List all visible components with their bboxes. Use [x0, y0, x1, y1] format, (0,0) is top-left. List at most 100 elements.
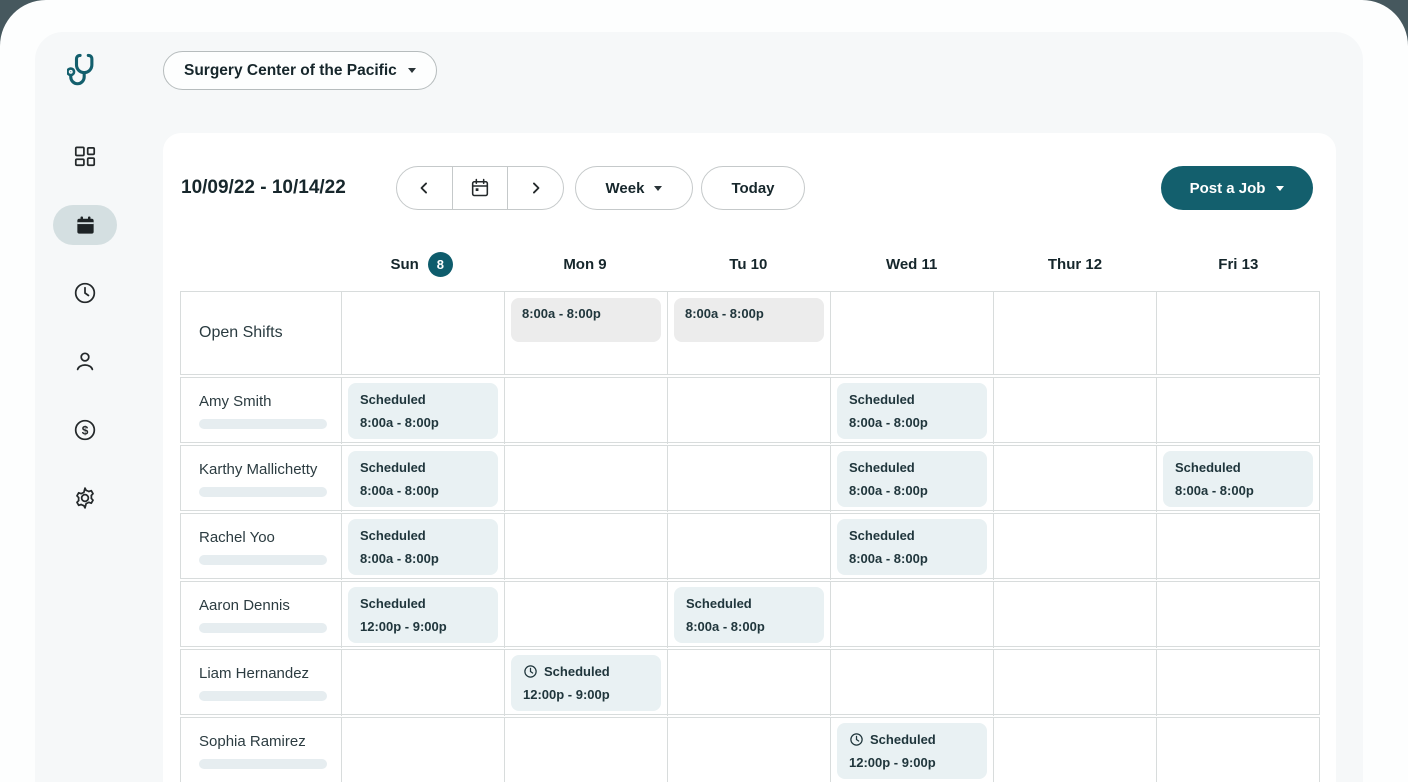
day-cell[interactable] — [341, 650, 504, 716]
day-cell[interactable]: Scheduled 8:00a - 8:00p — [341, 378, 504, 444]
day-cell[interactable] — [993, 446, 1156, 512]
sidebar-item-settings[interactable] — [72, 485, 98, 511]
scheduled-shift-chip[interactable]: Scheduled 12:00p - 9:00p — [348, 587, 498, 643]
name-placeholder-bar — [199, 487, 327, 497]
day-header: Mon 9 — [503, 256, 666, 273]
scheduled-shift-chip[interactable]: Scheduled 12:00p - 9:00p — [511, 655, 661, 711]
day-cell[interactable]: Scheduled 8:00a - 8:00p — [830, 446, 993, 512]
day-cell[interactable]: Scheduled 8:00a - 8:00p — [830, 514, 993, 580]
day-cell[interactable]: Scheduled 8:00a - 8:00p — [341, 514, 504, 580]
org-selector[interactable]: Surgery Center of the Pacific — [163, 51, 437, 90]
day-cell[interactable]: Scheduled 12:00p - 9:00p — [830, 718, 993, 782]
calendar-picker-icon — [469, 177, 491, 199]
day-cell[interactable] — [830, 582, 993, 648]
shift-status-label: Scheduled — [544, 664, 610, 679]
scheduled-shift-chip[interactable]: Scheduled 8:00a - 8:00p — [348, 451, 498, 507]
day-cell[interactable] — [1156, 378, 1319, 444]
open-shift-chip[interactable]: 8:00a - 8:00p — [511, 298, 661, 342]
day-header-label: Tu 10 — [729, 255, 768, 273]
day-cell[interactable] — [667, 650, 830, 716]
day-cell[interactable] — [504, 378, 667, 444]
scheduled-shift-chip[interactable]: Scheduled 8:00a - 8:00p — [837, 451, 987, 507]
staff-name-cell: Sophia Ramirez — [181, 718, 341, 782]
day-header-label: Sun — [390, 255, 419, 273]
day-cell[interactable]: Scheduled 12:00p - 9:00p — [341, 582, 504, 648]
shift-time: 8:00a - 8:00p — [685, 306, 764, 321]
staff-name-cell: Karthy Mallichetty — [181, 446, 341, 512]
day-cell[interactable] — [667, 446, 830, 512]
day-header-row: Sun 8 Mon 9 Tu 10 Wed 11 Thur 12 Fri 13 — [180, 249, 1320, 279]
sidebar-item-time[interactable] — [72, 280, 98, 306]
scheduled-shift-chip[interactable]: Scheduled 8:00a - 8:00p — [837, 383, 987, 439]
chevron-down-icon — [1276, 185, 1285, 191]
day-cell[interactable] — [830, 650, 993, 716]
day-cell[interactable] — [993, 718, 1156, 782]
sidebar-item-schedule[interactable] — [53, 205, 117, 245]
day-cell[interactable] — [504, 446, 667, 512]
staff-name-cell: Liam Hernandez — [181, 650, 341, 716]
calendar-icon — [74, 214, 97, 237]
day-cell[interactable] — [667, 378, 830, 444]
shift-chip-header: Scheduled — [849, 528, 975, 543]
day-cell[interactable] — [1156, 292, 1319, 374]
day-cell[interactable] — [341, 292, 504, 374]
day-cell[interactable] — [993, 514, 1156, 580]
day-cell[interactable] — [993, 292, 1156, 374]
day-cell[interactable] — [993, 378, 1156, 444]
day-cell[interactable] — [993, 650, 1156, 716]
sidebar-item-people[interactable] — [72, 348, 98, 374]
clock-icon — [72, 280, 98, 306]
day-header: Thur 12 — [993, 256, 1156, 273]
staff-name: Aaron Dennis — [199, 597, 290, 614]
shift-time: 12:00p - 9:00p — [360, 619, 447, 634]
open-shift-chip[interactable]: 8:00a - 8:00p — [674, 298, 824, 342]
scheduled-shift-chip[interactable]: Scheduled 12:00p - 9:00p — [837, 723, 987, 779]
shift-status-label: Scheduled — [360, 460, 426, 475]
shift-chip-header: Scheduled — [1175, 460, 1301, 475]
scheduled-shift-chip[interactable]: Scheduled 8:00a - 8:00p — [1163, 451, 1313, 507]
day-header-label: Wed 11 — [885, 255, 938, 273]
post-a-job-button[interactable]: Post a Job — [1161, 166, 1313, 210]
staff-name-cell: Aaron Dennis — [181, 582, 341, 648]
next-week-button[interactable] — [508, 167, 563, 209]
day-cell[interactable]: Scheduled 8:00a - 8:00p — [341, 446, 504, 512]
shift-chip-header: Scheduled — [360, 596, 486, 611]
day-cell[interactable] — [504, 514, 667, 580]
day-cell[interactable]: 8:00a - 8:00p — [504, 292, 667, 374]
scheduled-shift-chip[interactable]: Scheduled 8:00a - 8:00p — [837, 519, 987, 575]
day-cell[interactable]: Scheduled 12:00p - 9:00p — [504, 650, 667, 716]
day-cell[interactable] — [1156, 718, 1319, 782]
scheduled-shift-chip[interactable]: Scheduled 8:00a - 8:00p — [674, 587, 824, 643]
day-cell[interactable] — [993, 582, 1156, 648]
day-cell[interactable] — [667, 514, 830, 580]
day-cell[interactable]: Scheduled 8:00a - 8:00p — [667, 582, 830, 648]
stethoscope-logo[interactable] — [66, 50, 104, 90]
shift-time: 8:00a - 8:00p — [849, 415, 928, 430]
clock-icon — [523, 664, 538, 679]
today-button[interactable]: Today — [701, 166, 805, 210]
day-cell[interactable] — [667, 718, 830, 782]
shift-time: 8:00a - 8:00p — [686, 619, 765, 634]
shift-status-label: Scheduled — [1175, 460, 1241, 475]
sidebar-item-dashboard[interactable] — [72, 143, 98, 169]
day-cell[interactable]: Scheduled 8:00a - 8:00p — [830, 378, 993, 444]
scheduled-shift-chip[interactable]: Scheduled 8:00a - 8:00p — [348, 519, 498, 575]
shift-status-label: Scheduled — [360, 528, 426, 543]
open-shifts-label-cell: Open Shifts — [181, 292, 341, 374]
sidebar-item-payments[interactable]: $ — [72, 417, 98, 443]
prev-week-button[interactable] — [397, 167, 452, 209]
date-picker-button[interactable] — [451, 167, 509, 209]
shift-time: 8:00a - 8:00p — [849, 483, 928, 498]
day-cell[interactable] — [1156, 650, 1319, 716]
day-cell[interactable]: Scheduled 8:00a - 8:00p — [1156, 446, 1319, 512]
day-cell[interactable] — [1156, 514, 1319, 580]
day-cell[interactable] — [1156, 582, 1319, 648]
day-cell[interactable] — [504, 582, 667, 648]
day-cell[interactable] — [504, 718, 667, 782]
day-cell[interactable]: 8:00a - 8:00p — [667, 292, 830, 374]
view-selector[interactable]: Week — [575, 166, 693, 210]
day-cell[interactable] — [830, 292, 993, 374]
day-cell[interactable] — [341, 718, 504, 782]
scheduled-shift-chip[interactable]: Scheduled 8:00a - 8:00p — [348, 383, 498, 439]
shift-time: 8:00a - 8:00p — [522, 306, 601, 321]
